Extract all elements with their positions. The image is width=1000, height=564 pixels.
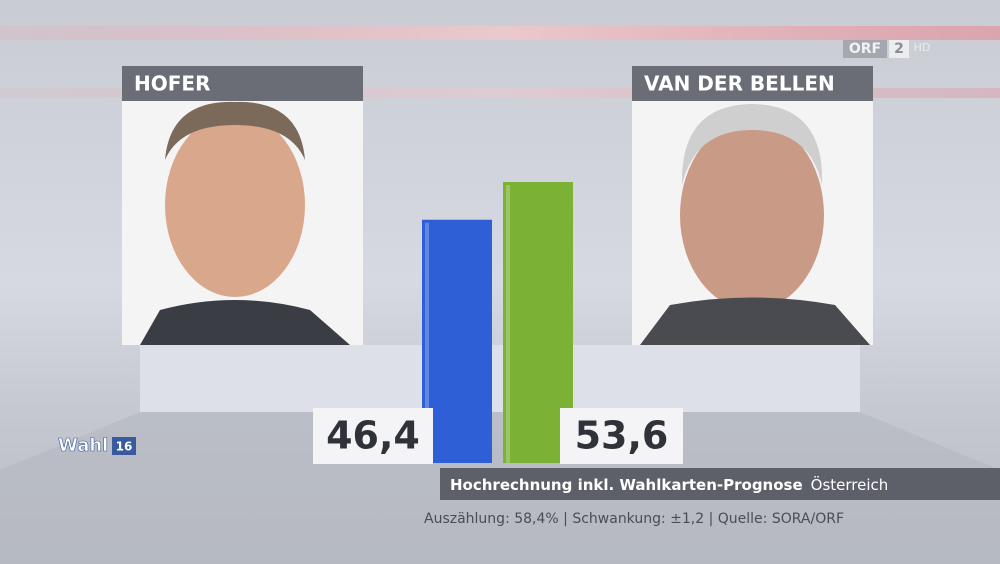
category-label: HOFER bbox=[134, 72, 210, 96]
logo-box bbox=[112, 437, 136, 455]
photo-card bbox=[122, 101, 363, 345]
value-label-box bbox=[313, 408, 433, 464]
name-header bbox=[122, 66, 363, 101]
chart-title: Hochrechnung inkl. Wahlkarten-Prognose Ös… bbox=[450, 475, 888, 494]
hd-logo: HD bbox=[914, 41, 931, 54]
value-label: 53,6 bbox=[575, 414, 669, 458]
streak bbox=[0, 26, 1000, 40]
subtitle: Österreich bbox=[811, 475, 889, 494]
footnote: Auszählung: 58,4% | Schwankung: ±1,2 | Q… bbox=[424, 511, 844, 527]
channel-number: 2 bbox=[894, 41, 904, 57]
photo-card bbox=[632, 101, 873, 345]
logo-box bbox=[843, 40, 887, 58]
logo-box bbox=[889, 40, 909, 58]
stage bbox=[140, 345, 860, 412]
name-header bbox=[632, 66, 873, 101]
category-label: VAN DER BELLEN bbox=[644, 72, 835, 96]
title: Hochrechnung inkl. Wahlkarten-Prognose bbox=[450, 476, 803, 494]
bar-highlight bbox=[425, 222, 429, 463]
show-logo: Wahl bbox=[58, 435, 108, 456]
bar bbox=[422, 219, 492, 463]
footer-bar bbox=[440, 468, 1000, 500]
channel-logo: ORF bbox=[849, 41, 881, 57]
value-label: 46,4 bbox=[326, 414, 420, 458]
value-label-box bbox=[560, 408, 683, 464]
streak bbox=[0, 88, 1000, 98]
bar-highlight bbox=[506, 185, 510, 463]
show-year: 16 bbox=[116, 440, 133, 454]
